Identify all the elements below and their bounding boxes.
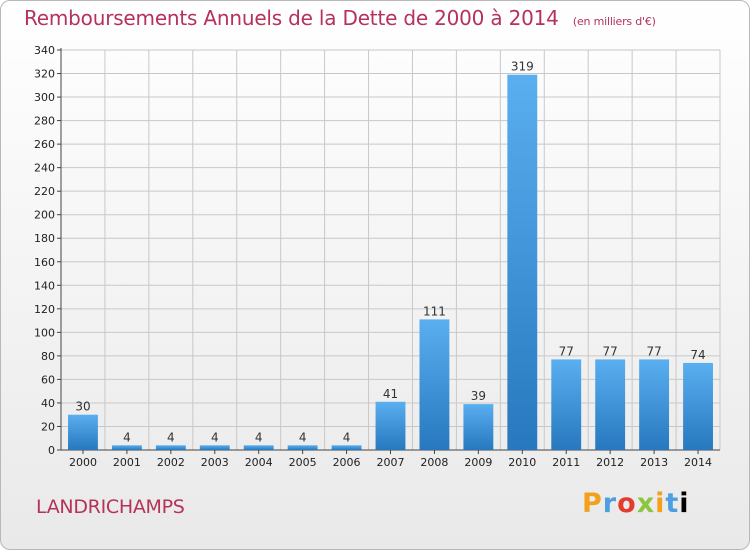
proxiti-logo: Proxiti xyxy=(582,488,690,519)
bar xyxy=(243,445,274,450)
y-tick-label: 260 xyxy=(34,138,55,151)
x-tick-label: 2004 xyxy=(245,456,273,469)
data-label: 77 xyxy=(646,344,661,358)
bar xyxy=(375,401,406,450)
data-label: 30 xyxy=(75,400,90,414)
data-label: 39 xyxy=(471,389,486,403)
y-tick-label: 60 xyxy=(41,373,55,386)
logo-letter: t xyxy=(665,488,680,519)
x-tick-label: 2001 xyxy=(113,456,141,469)
logo-letter: P xyxy=(582,488,603,519)
x-tick-label: 2005 xyxy=(289,456,317,469)
x-tick-label: 2014 xyxy=(684,456,712,469)
x-tick-label: 2009 xyxy=(464,456,492,469)
data-label: 4 xyxy=(255,430,263,444)
bar xyxy=(639,359,670,450)
y-tick-label: 200 xyxy=(34,209,55,222)
y-tick-label: 300 xyxy=(34,91,55,104)
x-tick-label: 2007 xyxy=(377,456,405,469)
x-tick-label: 2003 xyxy=(201,456,229,469)
logo-letter: i xyxy=(655,488,666,519)
x-tick-label: 2010 xyxy=(508,456,536,469)
bar xyxy=(199,445,230,450)
bars xyxy=(68,74,713,451)
data-label: 319 xyxy=(511,60,534,74)
logo-letter: o xyxy=(617,488,637,519)
bar xyxy=(419,319,450,450)
bar xyxy=(287,445,318,450)
chart-title-text: Remboursements Annuels de la Dette de 20… xyxy=(24,6,559,30)
x-tick-label: 2011 xyxy=(552,456,580,469)
x-tick-label: 2013 xyxy=(640,456,668,469)
y-tick-label: 340 xyxy=(34,44,55,57)
unit-note: (en milliers d'€) xyxy=(572,15,656,28)
commune-name: LANDRICHAMPS xyxy=(36,496,185,518)
y-tick-label: 220 xyxy=(34,185,55,198)
x-tick-label: 2000 xyxy=(69,456,97,469)
x-tick-label: 2012 xyxy=(596,456,624,469)
x-tick-label: 2002 xyxy=(157,456,185,469)
bar xyxy=(595,359,626,450)
data-label: 111 xyxy=(423,304,446,318)
bar xyxy=(68,414,98,450)
y-tick-label: 0 xyxy=(48,444,55,457)
bar xyxy=(551,359,582,450)
labels: 0 20 40 60 80 100 120 140 160 180 200 220 240 260 280 3… xyxy=(34,44,712,469)
y-tick-label: 120 xyxy=(34,303,55,316)
logo-letter: i xyxy=(679,488,690,519)
data-label: 4 xyxy=(343,430,351,444)
y-tick-label: 240 xyxy=(34,162,55,175)
bar xyxy=(463,404,494,450)
y-tick-label: 320 xyxy=(34,68,55,81)
grid-lines xyxy=(60,49,721,451)
x-tick-label: 2008 xyxy=(420,456,448,469)
x-tick-label: 2006 xyxy=(333,456,361,469)
y-tick-label: 280 xyxy=(34,115,55,128)
y-tick-label: 160 xyxy=(34,256,55,269)
data-label: 74 xyxy=(690,348,705,362)
y-tick-label: 180 xyxy=(34,232,55,245)
bar xyxy=(507,74,538,451)
logo-letter: x xyxy=(636,488,656,519)
data-label: 77 xyxy=(603,344,618,358)
data-label: 4 xyxy=(167,430,175,444)
bar xyxy=(683,362,713,450)
data-label: 4 xyxy=(123,430,131,444)
bar xyxy=(331,445,362,450)
data-label: 77 xyxy=(559,344,574,358)
data-label: 41 xyxy=(383,387,398,401)
logo-letter: r xyxy=(602,488,618,519)
bar xyxy=(155,445,186,450)
chart-title: Remboursements Annuels de la Dette de 20… xyxy=(24,6,656,30)
data-label: 4 xyxy=(299,430,307,444)
y-tick-label: 40 xyxy=(41,397,55,410)
y-tick-label: 140 xyxy=(34,279,55,292)
bar xyxy=(111,445,142,450)
y-tick-label: 20 xyxy=(41,420,55,433)
data-label: 4 xyxy=(211,430,219,444)
y-tick-label: 100 xyxy=(34,326,55,339)
y-tick-label: 80 xyxy=(41,350,55,363)
